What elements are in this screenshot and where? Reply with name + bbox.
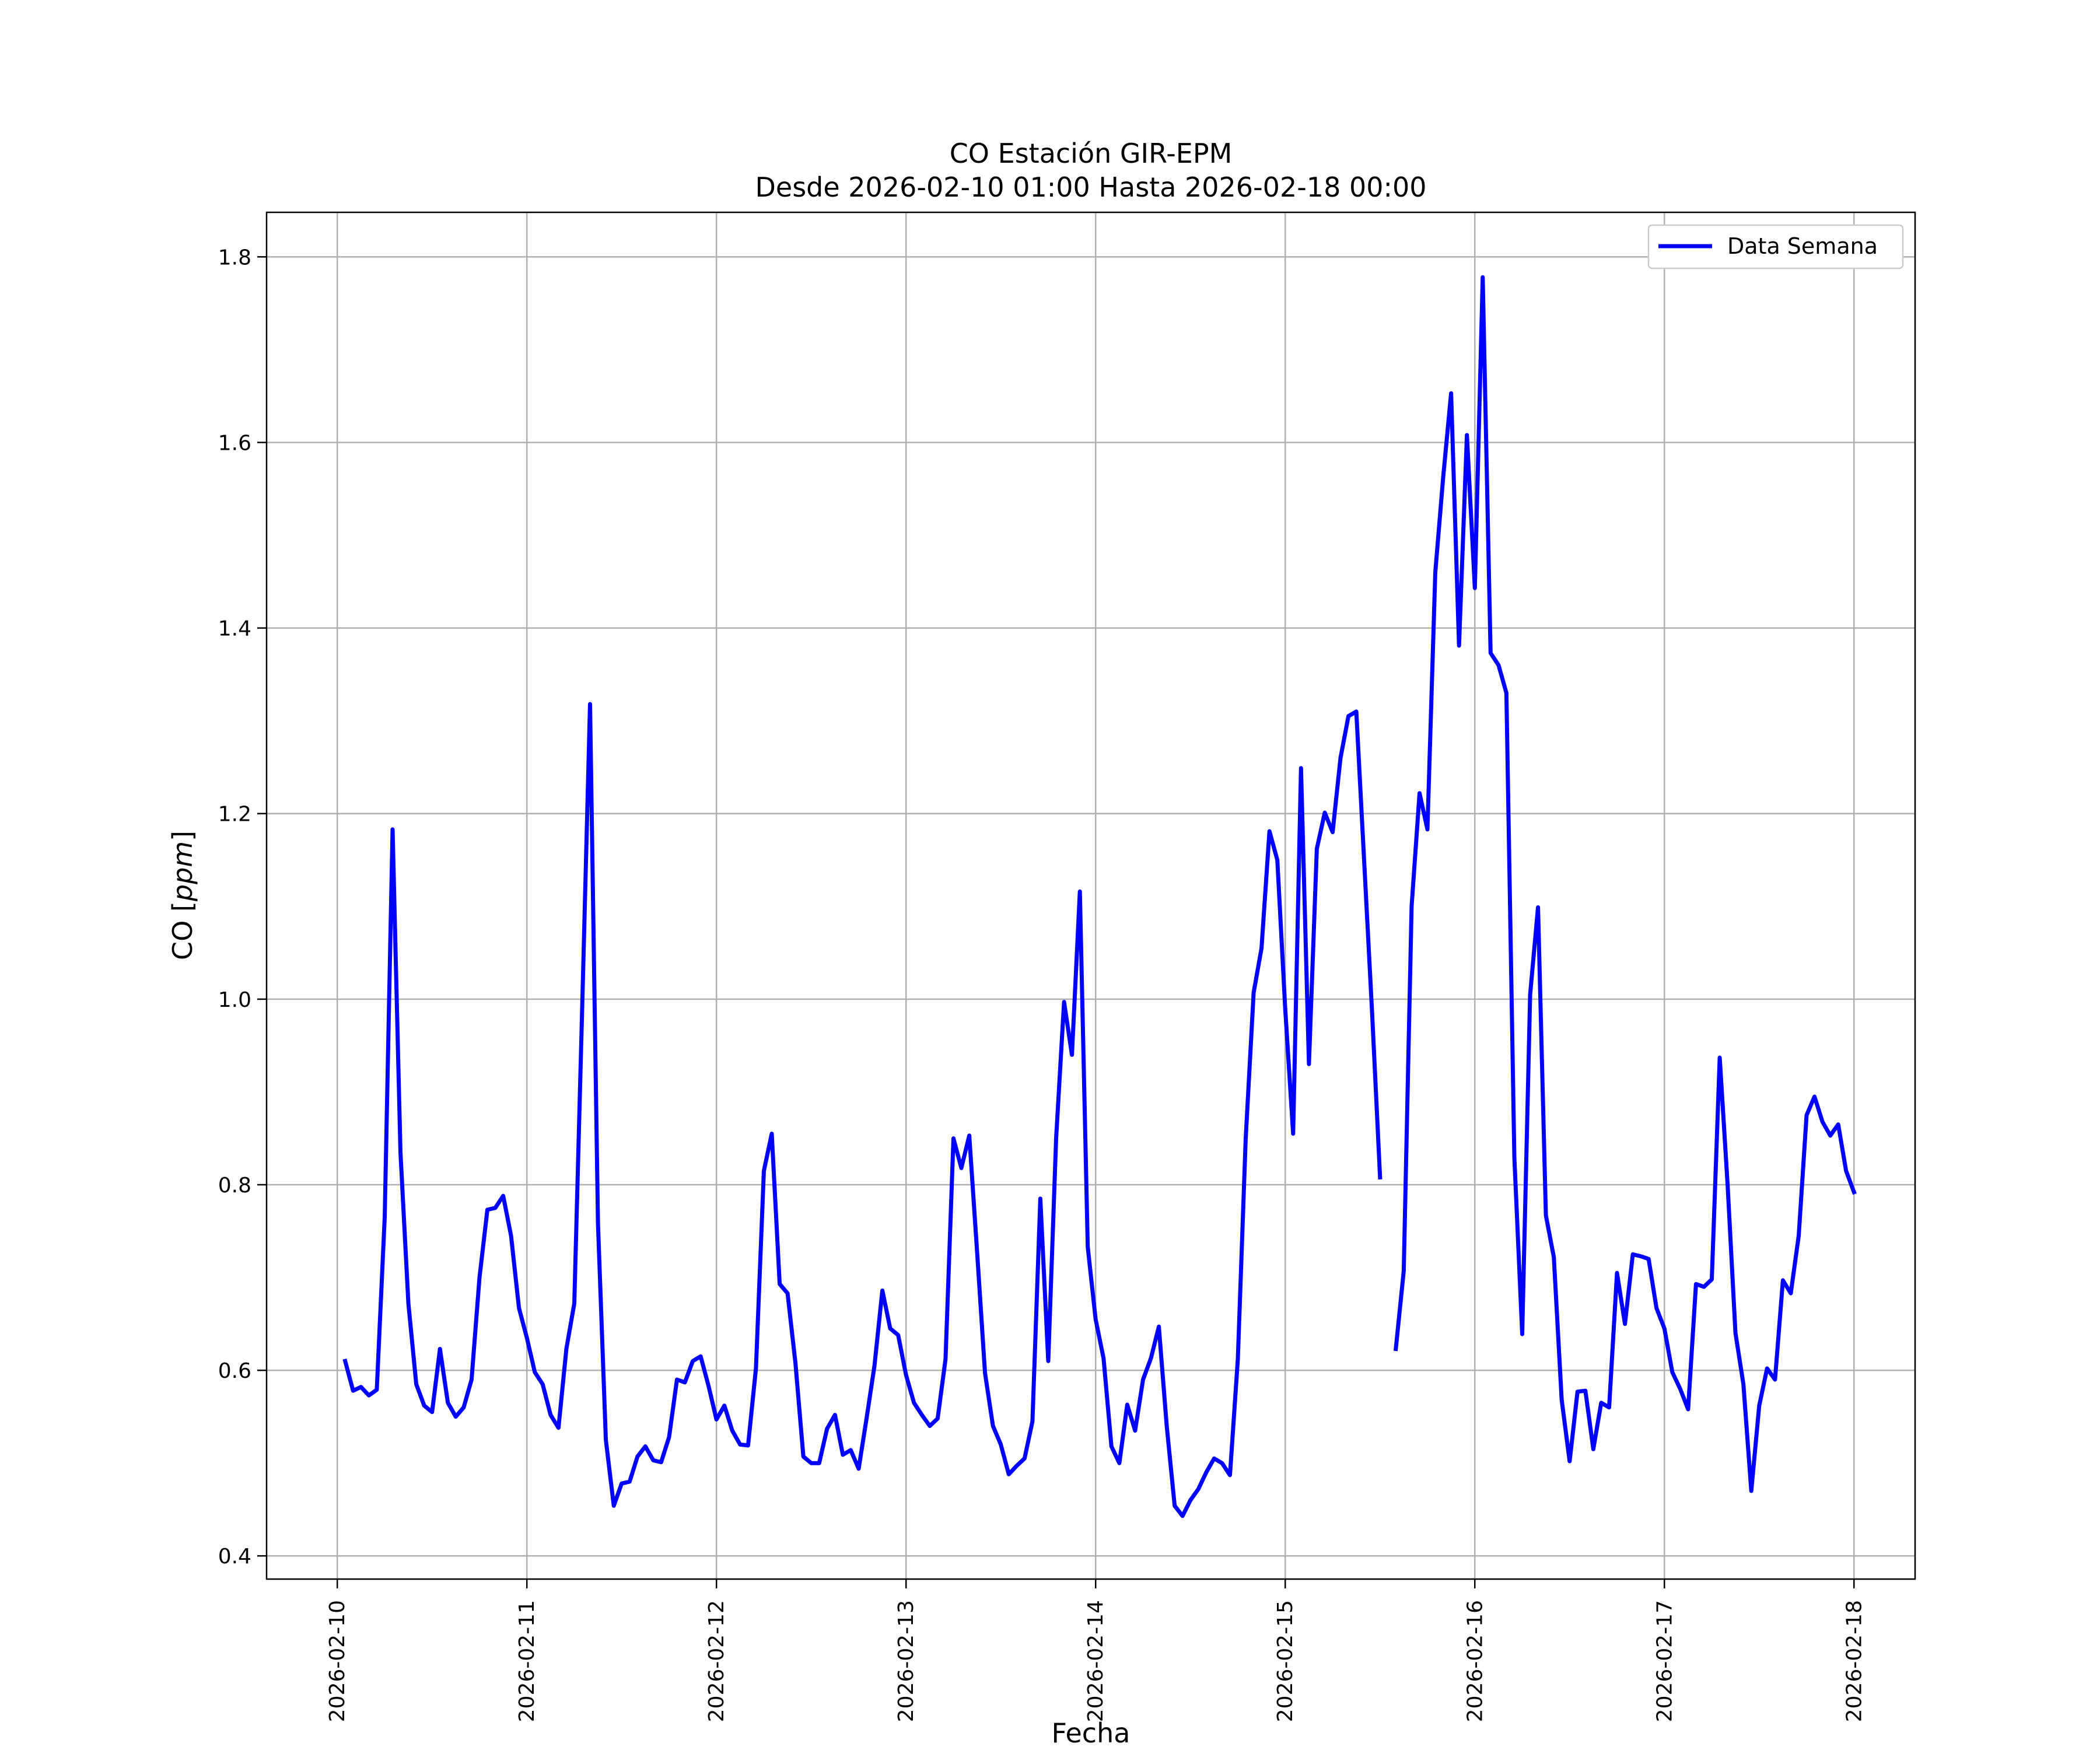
chart-subtitle: Desde 2026-02-10 01:00 Hasta 2026-02-18 … (755, 172, 1426, 203)
y-tick-label: 1.0 (218, 988, 251, 1012)
chart-title: CO Estación GIR-EPM (950, 138, 1233, 169)
y-tick-label: 1.6 (218, 431, 251, 455)
legend-box (1647, 224, 1904, 270)
legend-label: Data Semana (1727, 233, 1878, 259)
y-axis-title-close: ] (167, 831, 198, 841)
y-axis: 0.4 0.6 0.8 1.0 1.2 1.4 1.6 1.8 (218, 246, 267, 1569)
y-tick-label: 1.4 (218, 617, 251, 641)
x-axis-title: Fecha (1052, 1717, 1130, 1749)
y-tick-label: 0.6 (218, 1359, 251, 1383)
x-tick-label: 2026-02-11 (515, 1600, 539, 1722)
x-tick-label: 2026-02-17 (1653, 1600, 1676, 1722)
y-tick-label: 0.8 (218, 1174, 251, 1198)
series-line-segment (342, 702, 1382, 1518)
y-axis-title-unit: ppm (167, 841, 198, 902)
x-tick-label: 2026-02-13 (894, 1600, 918, 1722)
y-tick-label: 1.8 (218, 246, 251, 270)
grid (267, 212, 1915, 1579)
y-axis-title-main: CO [ (167, 901, 198, 960)
y-tick-label: 0.4 (218, 1545, 251, 1569)
x-tick-label: 2026-02-10 (326, 1600, 349, 1722)
x-tick-label: 2026-02-14 (1084, 1600, 1108, 1722)
x-tick-label: 2026-02-15 (1273, 1600, 1297, 1722)
y-axis-title: CO [ppm] (167, 831, 198, 960)
y-tick-label: 1.2 (218, 803, 251, 827)
x-tick-label: 2026-02-18 (1842, 1600, 1866, 1722)
x-axis: 2026-02-10 2026-02-11 2026-02-12 2026-02-13… (326, 1579, 1866, 1722)
series-line-segment (1393, 275, 1857, 1493)
x-tick-label: 2026-02-12 (705, 1600, 729, 1722)
plot-frame (265, 211, 1916, 1580)
series-layer (342, 275, 1857, 1518)
legend: Data Semana (1647, 224, 1904, 270)
x-tick-label: 2026-02-16 (1463, 1600, 1487, 1722)
